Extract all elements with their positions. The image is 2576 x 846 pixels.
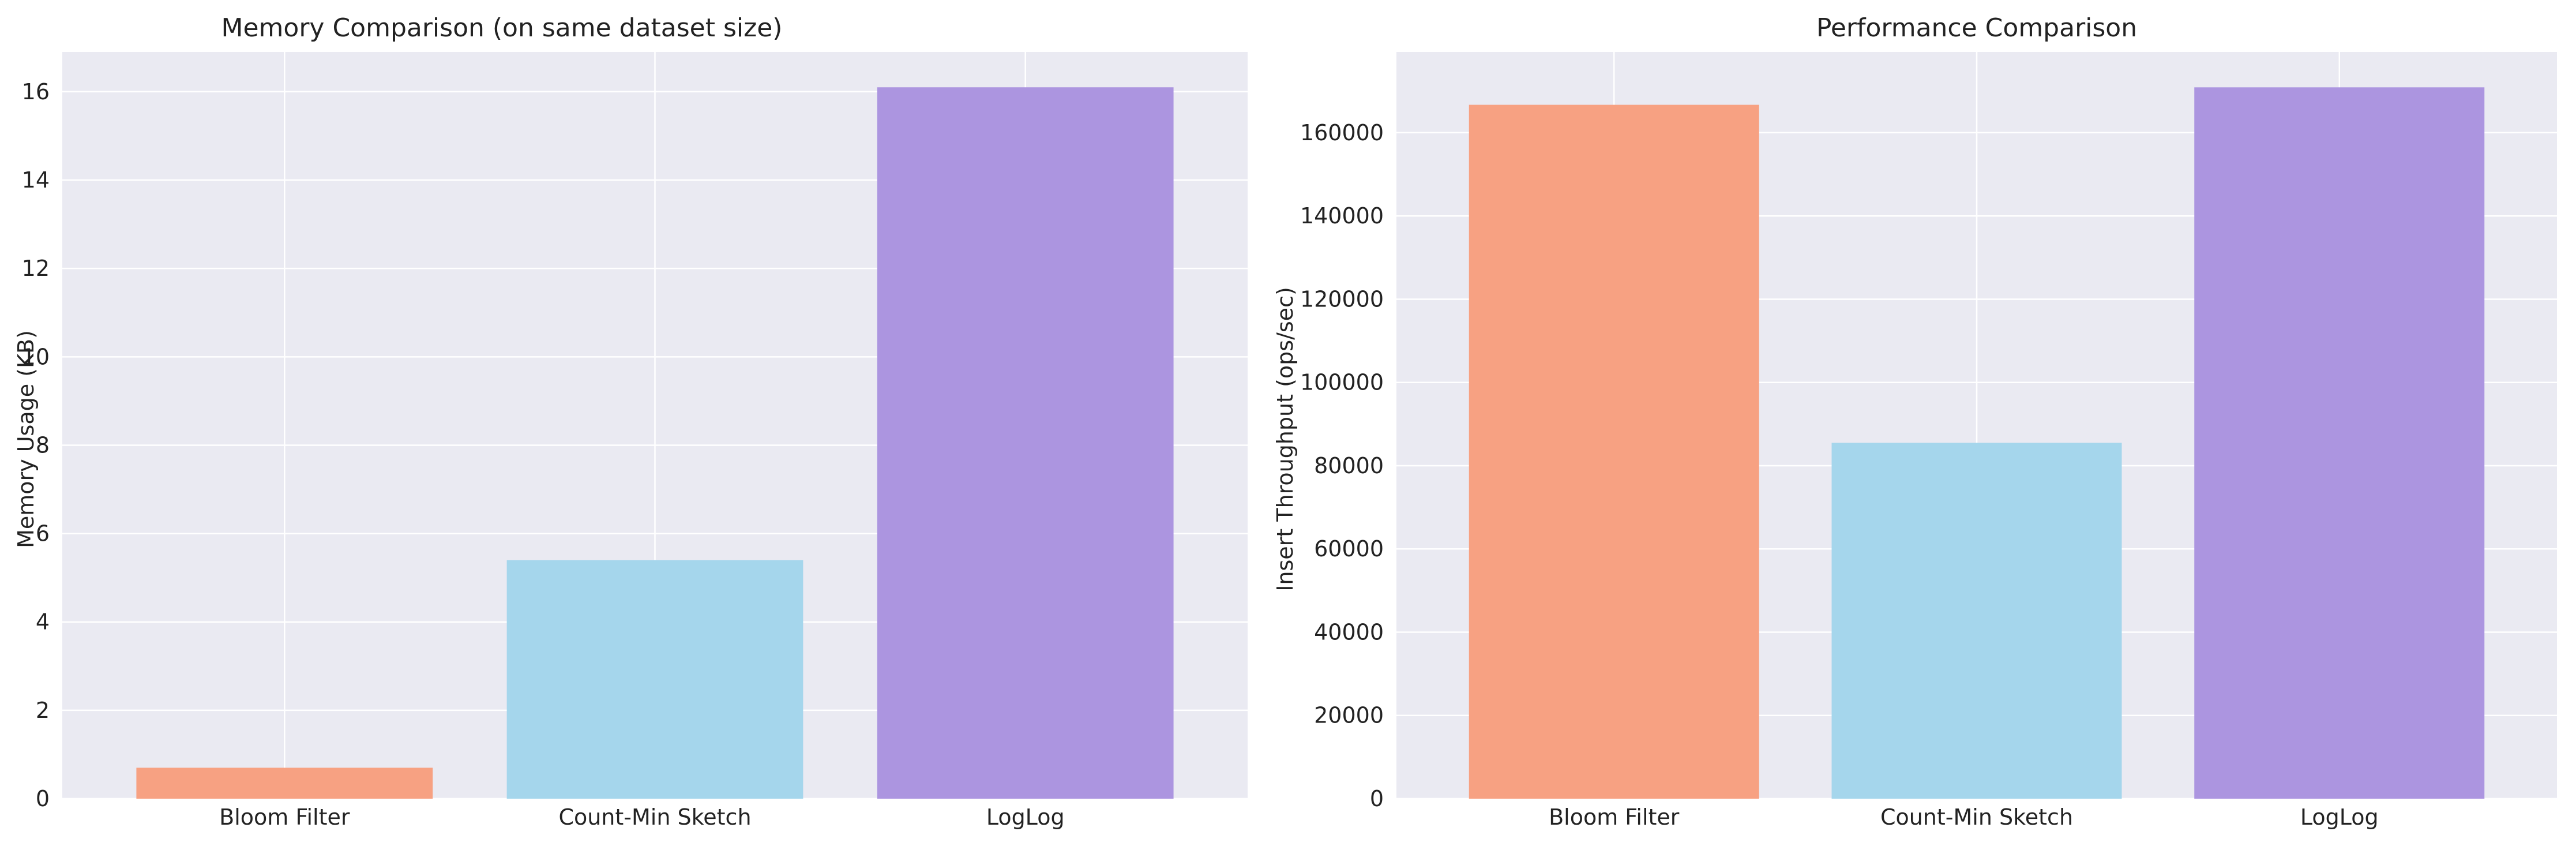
performance-xtick-label: Bloom Filter xyxy=(1549,804,1680,830)
memory-ytick-label: 4 xyxy=(36,609,50,635)
memory-bar-loglog xyxy=(877,87,1174,799)
memory-bar-count-min-sketch xyxy=(506,560,803,799)
performance-ytick-label: 20000 xyxy=(1314,703,1384,728)
performance-ytick-label: 140000 xyxy=(1300,203,1384,229)
memory-comparison-chart: Memory Comparison (on same dataset size)… xyxy=(13,13,1248,830)
performance-bar-bloom-filter xyxy=(1469,104,1759,799)
memory-ytick-label: 8 xyxy=(36,432,50,458)
performance-ytick-label: 160000 xyxy=(1300,120,1384,145)
memory-ytick-label: 10 xyxy=(22,344,50,369)
memory-xtick-label: Bloom Filter xyxy=(219,804,350,830)
memory-ytick-label: 12 xyxy=(22,256,50,281)
memory-ytick-label: 2 xyxy=(36,698,50,723)
performance-xtick-label: LogLog xyxy=(2300,804,2379,830)
performance-bar-loglog xyxy=(2194,87,2485,799)
performance-bar-count-min-sketch xyxy=(1831,443,2122,799)
performance-ytick-label: 100000 xyxy=(1300,370,1384,395)
memory-xtick-label: LogLog xyxy=(986,804,1065,830)
performance-xtick-label: Count-Min Sketch xyxy=(1880,804,2073,830)
performance-comparison-chart: Performance Comparison Insert Throughput… xyxy=(1272,13,2557,830)
performance-ytick-label: 40000 xyxy=(1314,619,1384,645)
memory-chart-title: Memory Comparison (on same dataset size) xyxy=(221,13,783,43)
memory-plot-area xyxy=(62,52,1248,800)
performance-ytick-label: 0 xyxy=(1370,786,1384,811)
memory-chart-ylabel: Memory Usage (KB) xyxy=(13,330,39,548)
memory-ytick-label: 0 xyxy=(36,786,50,811)
performance-ytick-label: 60000 xyxy=(1314,536,1384,561)
memory-ytick-label: 14 xyxy=(22,167,50,193)
memory-ytick-label: 16 xyxy=(22,79,50,104)
performance-chart-title: Performance Comparison xyxy=(1816,13,2137,43)
performance-plot-area xyxy=(1396,52,2557,800)
memory-xtick-label: Count-Min Sketch xyxy=(558,804,751,830)
performance-chart-ylabel: Insert Throughput (ops/sec) xyxy=(1272,287,1298,592)
memory-bar-bloom-filter xyxy=(136,768,433,799)
performance-ytick-label: 120000 xyxy=(1300,286,1384,312)
memory-ytick-label: 6 xyxy=(36,521,50,546)
performance-ytick-label: 80000 xyxy=(1314,453,1384,478)
